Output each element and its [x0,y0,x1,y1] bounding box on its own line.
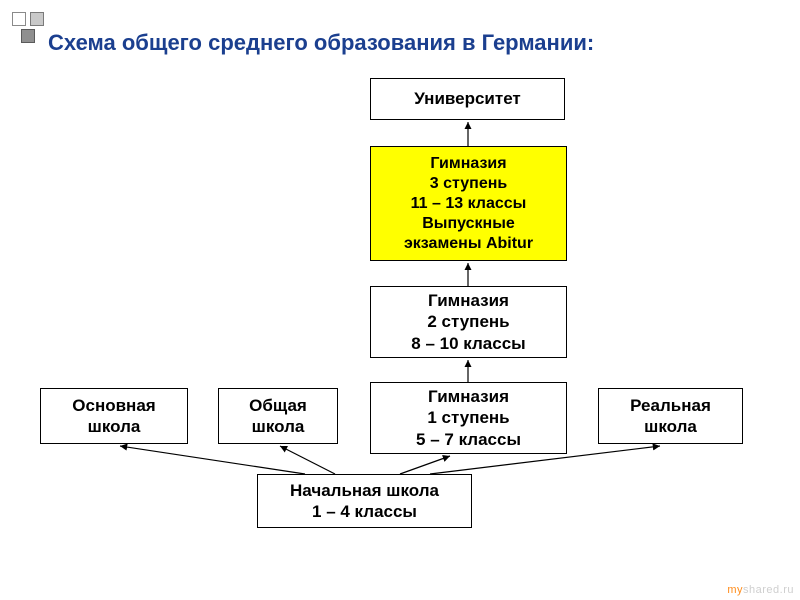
edge-grund-gesamt [280,446,335,474]
node-real-label: Реальнаяшкола [630,395,711,438]
node-gym1: Гимназия1 ступень5 – 7 классы [370,382,567,454]
edge-grund-gym1 [400,456,450,474]
diagram-title: Схема общего среднего образования в Герм… [48,30,594,56]
watermark-hl: my [727,584,743,596]
node-gym3-label: Гимназия3 ступень11 – 13 классыВыпускные… [404,154,533,254]
node-university: Университет [370,78,565,120]
node-gym2-label: Гимназия2 ступень8 – 10 классы [411,290,525,354]
watermark: myshared.ru [727,584,794,596]
node-gym1-label: Гимназия1 ступень5 – 7 классы [416,386,521,450]
decor-square-2 [30,12,44,26]
node-grund-label: Начальная школа1 – 4 классы [290,480,439,523]
decor-square-3 [21,29,35,43]
node-gesamt-label: Общаяшкола [249,395,307,438]
decor-square-1 [12,12,26,26]
node-university-label: Университет [414,88,521,109]
node-gym2: Гимназия2 ступень8 – 10 классы [370,286,567,358]
node-real: Реальнаяшкола [598,388,743,444]
node-haupt-label: Основнаяшкола [72,395,155,438]
node-gesamt: Общаяшкола [218,388,338,444]
watermark-rest: shared.ru [743,584,794,596]
node-grund: Начальная школа1 – 4 классы [257,474,472,528]
edge-grund-haupt [120,446,305,474]
node-haupt: Основнаяшкола [40,388,188,444]
node-gym3: Гимназия3 ступень11 – 13 классыВыпускные… [370,146,567,261]
